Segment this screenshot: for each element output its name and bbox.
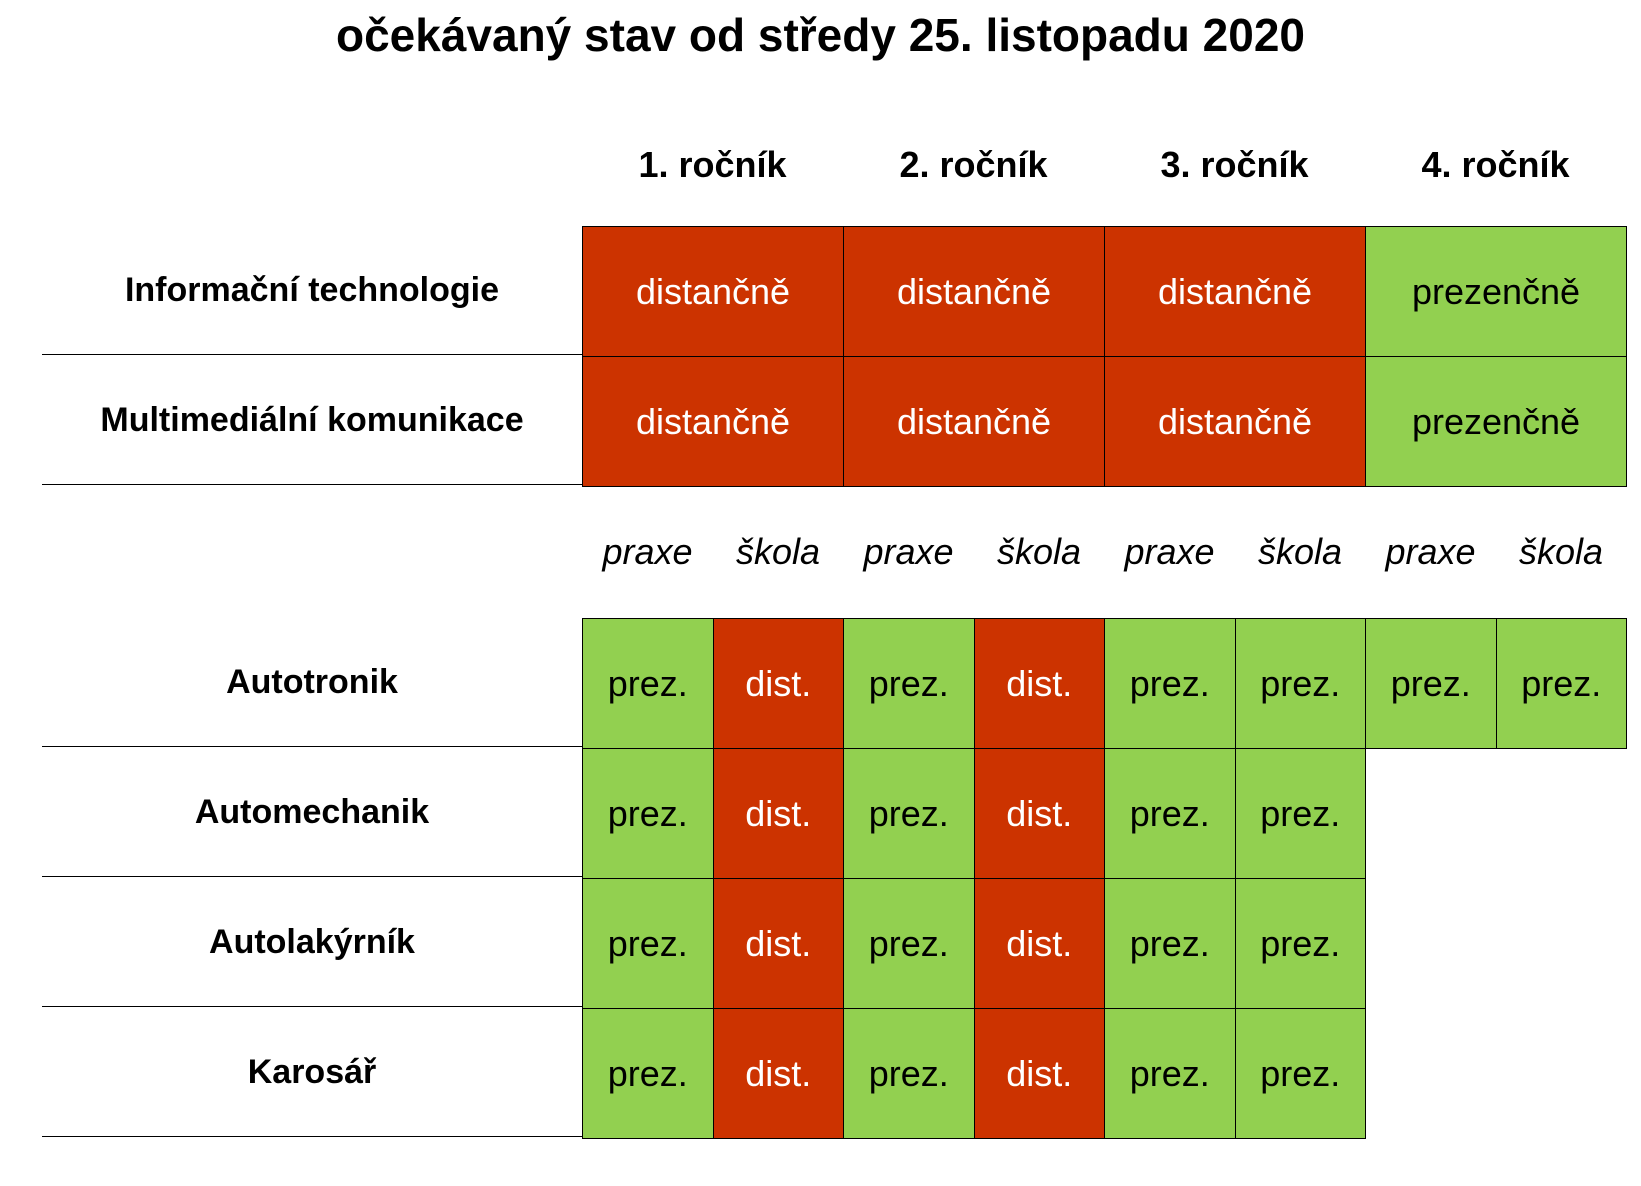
status-cell: prez. <box>843 1008 975 1139</box>
status-cell: prez. <box>843 618 975 749</box>
status-cell: prez. <box>582 1008 714 1139</box>
subheader-label: škola <box>1518 531 1604 572</box>
status-cell: dist. <box>712 1008 844 1139</box>
year-header: 2. ročník <box>899 144 1048 185</box>
status-cell: prez. <box>582 878 714 1009</box>
year-header: 4. ročník <box>1421 144 1570 185</box>
page-title: očekávaný stav od středy 25. listopadu 2… <box>335 9 1305 61</box>
status-cell: dist. <box>712 618 844 749</box>
status-cell: prez. <box>843 878 975 1009</box>
status-cell: prez. <box>1104 878 1236 1009</box>
program-label: Karosář <box>42 1008 582 1137</box>
status-cell: prez. <box>582 748 714 879</box>
status-cell: dist. <box>973 748 1105 879</box>
program-label: Informační technologie <box>42 226 582 355</box>
status-cell: prez. <box>1104 618 1236 749</box>
status-cell: distančně <box>1104 356 1366 487</box>
status-cell: dist. <box>712 748 844 879</box>
status-cell: prez. <box>1104 1008 1236 1139</box>
status-cell: prez. <box>1234 878 1366 1009</box>
status-cell: prez. <box>1104 748 1236 879</box>
status-cell: dist. <box>973 618 1105 749</box>
subheader-label: praxe <box>863 531 954 572</box>
year-header: 1. ročník <box>638 144 787 185</box>
status-cell: prezenčně <box>1365 356 1627 487</box>
program-label: Autolakýrník <box>42 878 582 1007</box>
status-cell: dist. <box>973 878 1105 1009</box>
status-cell: distančně <box>843 226 1105 357</box>
status-cell: prez. <box>843 748 975 879</box>
status-cell: prez. <box>1234 748 1366 879</box>
status-cell: distančně <box>582 356 844 487</box>
status-cell: prez. <box>1234 1008 1366 1139</box>
status-cell: prezenčně <box>1365 226 1627 357</box>
status-cell: distančně <box>1104 226 1366 357</box>
program-label: Multimediální komunikace <box>42 356 582 485</box>
subheader-label: praxe <box>1124 531 1215 572</box>
status-cell: distančně <box>843 356 1105 487</box>
subheader-label: praxe <box>602 531 693 572</box>
status-cell: prez. <box>1365 618 1497 749</box>
program-label: Automechanik <box>42 748 582 877</box>
subheader-label: škola <box>1257 531 1343 572</box>
status-cell: prez. <box>582 618 714 749</box>
subheader-label: škola <box>735 531 821 572</box>
status-cell: prez. <box>1234 618 1366 749</box>
subheader-label: škola <box>996 531 1082 572</box>
status-cell: dist. <box>712 878 844 1009</box>
status-cell: prez. <box>1495 618 1627 749</box>
year-header: 3. ročník <box>1160 144 1309 185</box>
subheader-label: praxe <box>1385 531 1476 572</box>
status-cell: distančně <box>582 226 844 357</box>
status-cell: dist. <box>973 1008 1105 1139</box>
program-label: Autotronik <box>42 618 582 747</box>
